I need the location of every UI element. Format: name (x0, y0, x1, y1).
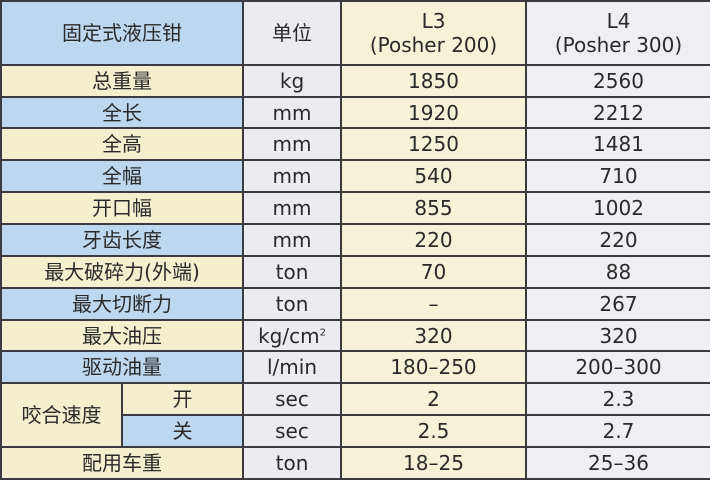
header-model-l3: L3 (Posher 200) (340, 0, 527, 66)
row-l3: 320 (340, 318, 527, 353)
row-label: 开口幅 (0, 191, 244, 226)
row-l4: 2560 (525, 63, 710, 98)
row-l3: 70 (340, 254, 527, 289)
row-l4: 1481 (525, 127, 710, 162)
row-unit: mm (242, 159, 342, 194)
model-sub: (Posher 200) (369, 32, 498, 57)
table-row: 牙齿长度 mm 220 220 (0, 223, 710, 257)
row-label: 最大油压 (0, 318, 244, 353)
table-row: 开口幅 mm 855 1002 (0, 191, 710, 226)
table-row: 全高 mm 1250 1481 (0, 127, 710, 162)
speed-label: 咬合速度 (0, 382, 123, 449)
row-l3: 1850 (340, 63, 527, 98)
row-unit: sec (242, 414, 342, 449)
row-unit: ton (242, 286, 342, 321)
row-label: 全长 (0, 95, 244, 130)
row-unit: kg/cm2 (242, 318, 342, 353)
row-unit: mm (242, 95, 342, 130)
table-row: 全幅 mm 540 710 (0, 159, 710, 194)
row-l4: 200–300 (525, 350, 710, 385)
row-label: 牙齿长度 (0, 223, 244, 257)
header-title: 固定式液压钳 (0, 0, 244, 66)
model-name: L4 (606, 8, 631, 33)
row-label: 最大切断力 (0, 286, 244, 321)
table-row: 配用车重 ton 18–25 25–36 (0, 446, 710, 480)
row-l3: 220 (340, 223, 527, 257)
table-row: 驱动油量 l/min 180–250 200–300 (0, 350, 710, 385)
row-label: 配用车重 (0, 446, 244, 480)
row-l4: 2.7 (525, 414, 710, 449)
model-name: L3 (421, 8, 446, 33)
speed-sub-label: 开 (121, 382, 244, 417)
row-unit: kg (242, 63, 342, 98)
row-unit: ton (242, 446, 342, 480)
row-l4: 2212 (525, 95, 710, 130)
row-l4: 2.3 (525, 382, 710, 417)
row-label: 全幅 (0, 159, 244, 194)
row-l4: 88 (525, 254, 710, 289)
row-l3: – (340, 286, 527, 321)
header-model-l4: L4 (Posher 300) (525, 0, 710, 66)
table-row: 关 sec 2.5 2.7 (1, 414, 710, 449)
row-unit: sec (242, 382, 342, 417)
row-l3: 1920 (340, 95, 527, 130)
row-l4: 267 (525, 286, 710, 321)
row-l3: 1250 (340, 127, 527, 162)
speed-sub-label: 关 (121, 414, 244, 449)
row-label: 全高 (0, 127, 244, 162)
header-unit: 单位 (242, 0, 342, 66)
row-l4: 1002 (525, 191, 710, 226)
model-sub: (Posher 300) (554, 32, 683, 57)
table-row: 最大切断力 ton –267 (0, 286, 710, 321)
row-unit: mm (242, 223, 342, 257)
header-row: 固定式液压钳 单位 L3 (Posher 200) L4 (Posher 300) (0, 0, 710, 66)
row-l3: 540 (340, 159, 527, 194)
row-l4: 220 (525, 223, 710, 257)
row-unit: mm (242, 191, 342, 226)
row-l3: 855 (340, 191, 527, 226)
unit-text: kg/cm (258, 323, 320, 348)
row-l3: 18–25 (340, 446, 527, 480)
row-l4: 25–36 (525, 446, 710, 480)
table-row: 最大油压 kg/cm2 320 320 (0, 318, 710, 353)
row-l3: 2.5 (340, 414, 527, 449)
table-row: 全长 mm 1920 2212 (0, 95, 710, 130)
table-row: 最大破碎力(外端) ton 70 88 (0, 254, 710, 289)
row-unit: mm (242, 127, 342, 162)
unit-superscript: 2 (319, 326, 326, 338)
row-label: 最大破碎力(外端) (0, 254, 244, 289)
row-l3: 2 (340, 382, 527, 417)
row-l4: 710 (525, 159, 710, 194)
table-row: 咬合速度 开 sec 2 2.3 (0, 382, 710, 449)
table-row: 总重量 kg 1850 2560 (0, 63, 710, 98)
row-l3: 180–250 (340, 350, 527, 385)
row-label: 驱动油量 (0, 350, 244, 385)
row-l4: 320 (525, 318, 710, 353)
row-unit: ton (242, 254, 342, 289)
row-label: 总重量 (0, 63, 244, 98)
row-unit: l/min (242, 350, 342, 385)
